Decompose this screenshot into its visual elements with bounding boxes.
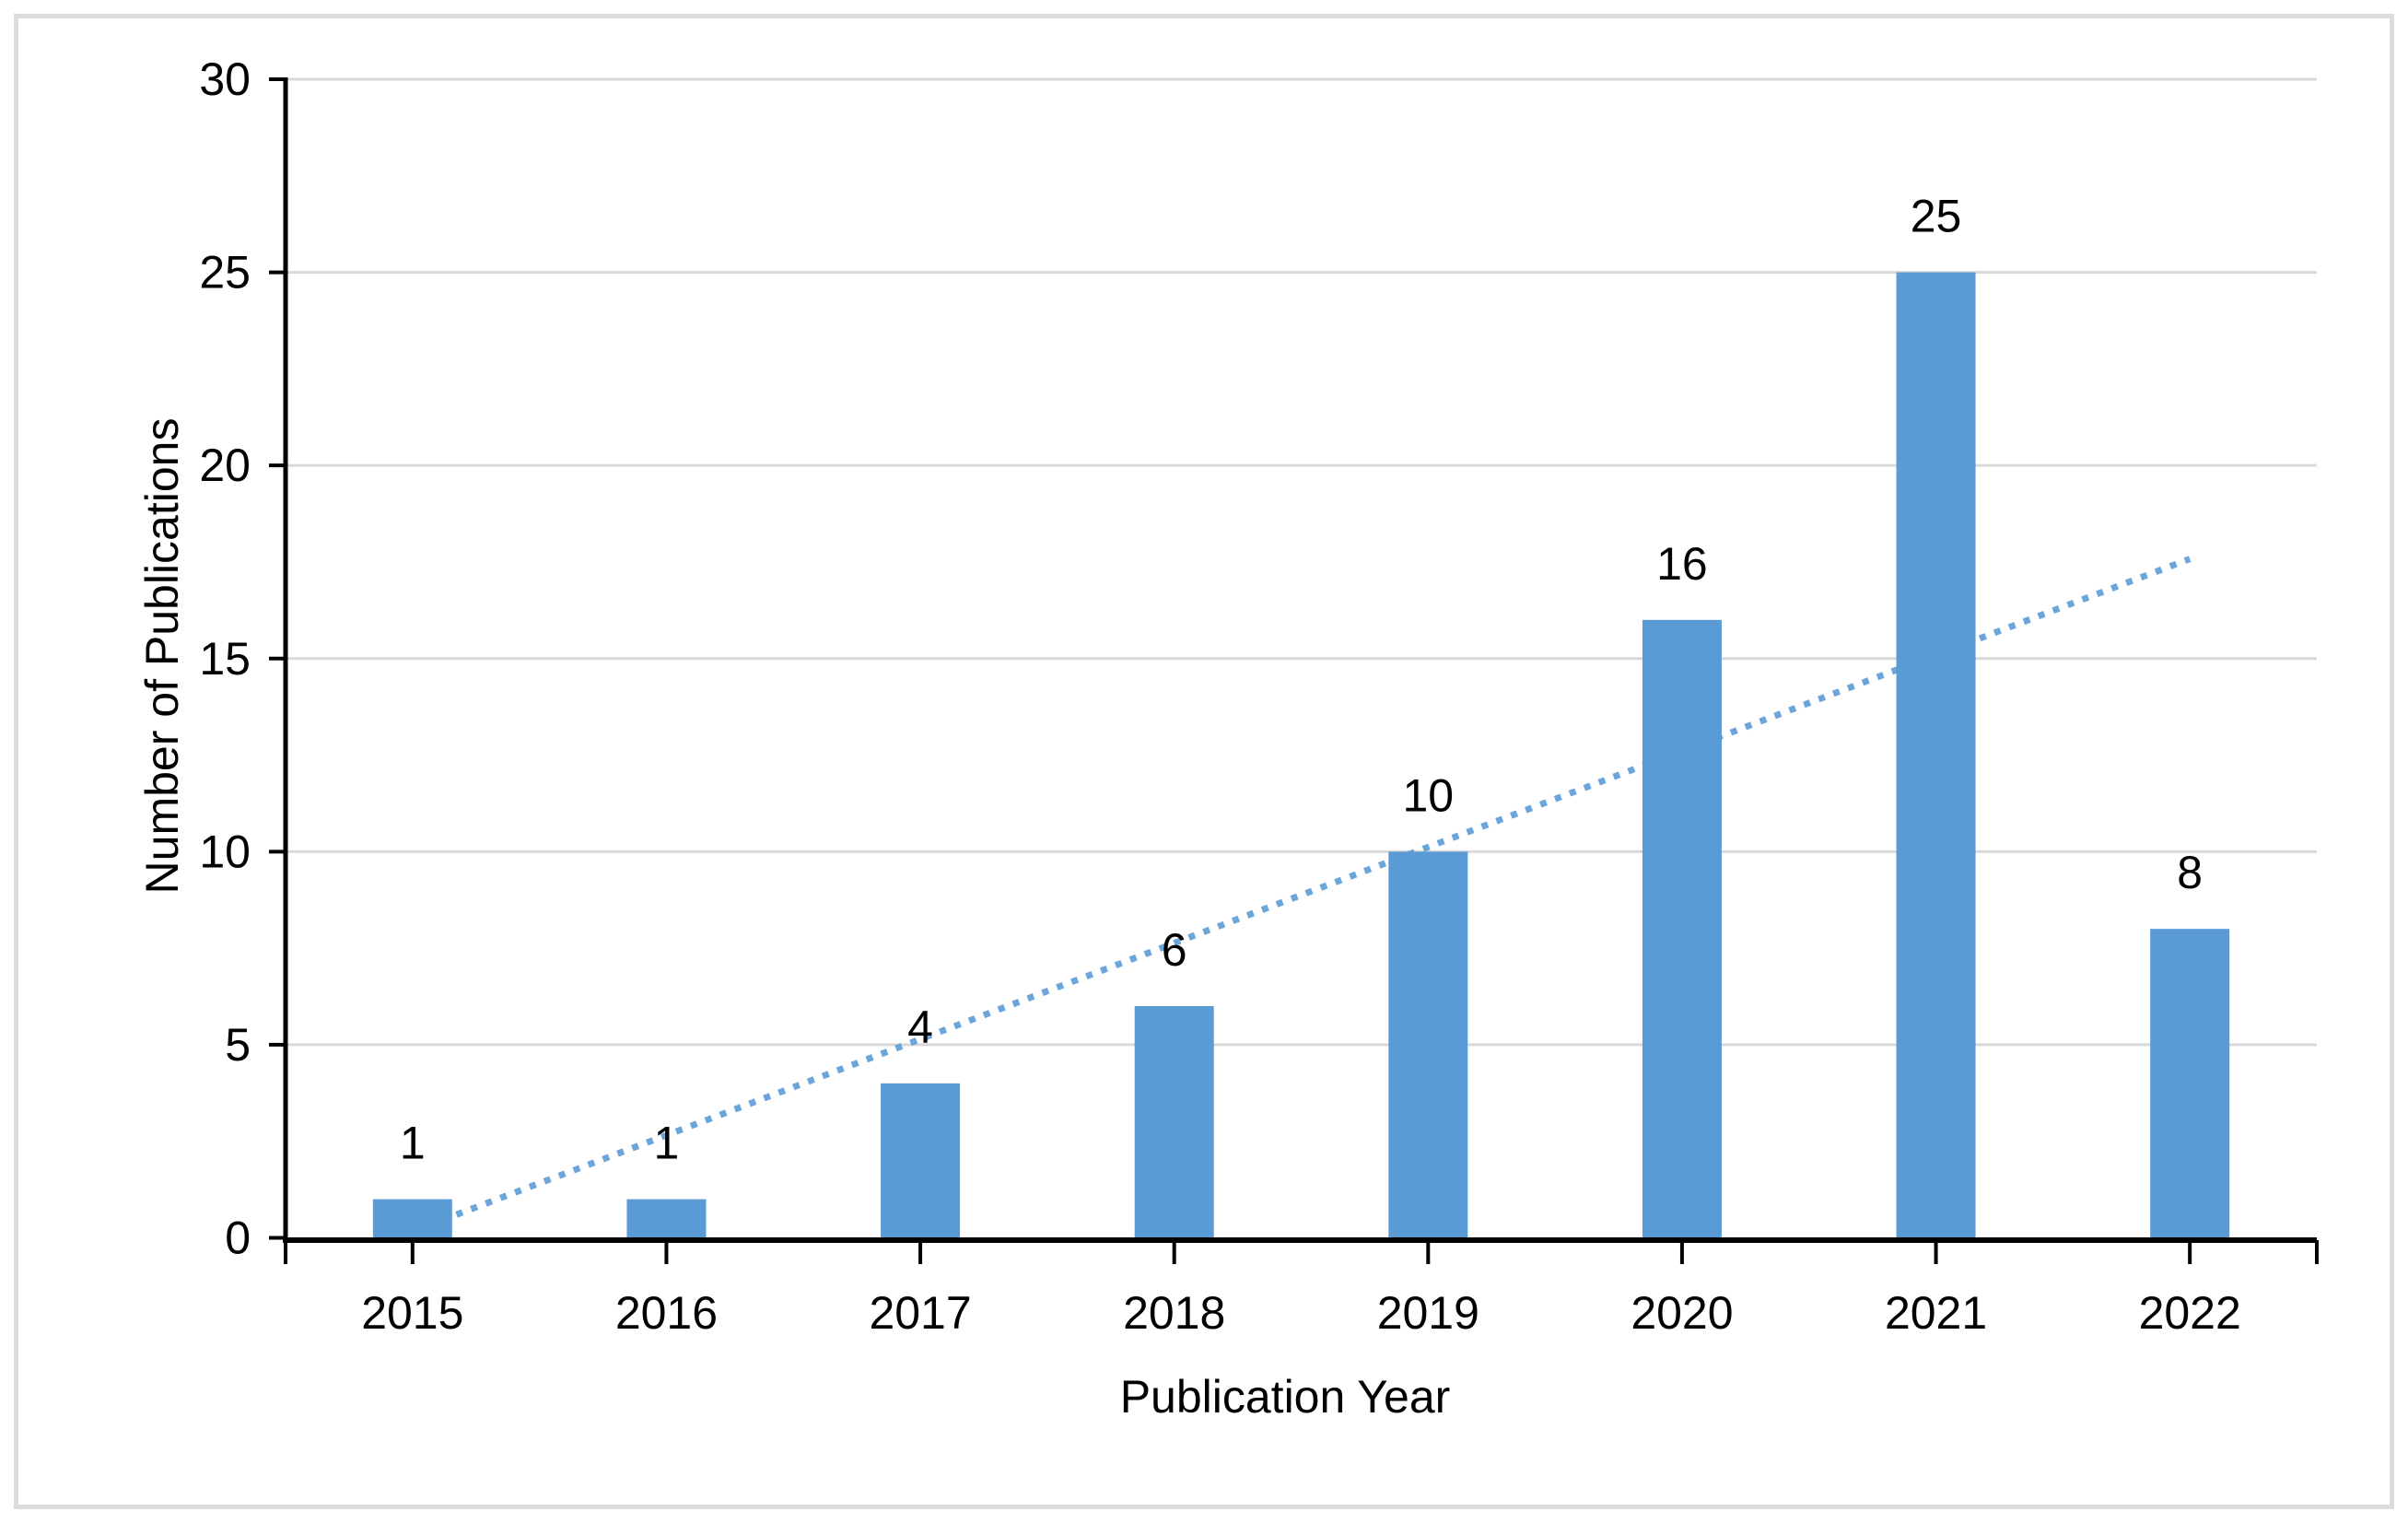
figure-border	[14, 14, 2394, 1509]
bar-2017	[881, 1083, 961, 1240]
x-tick-label-2015: 2015	[361, 1287, 463, 1339]
x-tick-label-2019: 2019	[1377, 1287, 1479, 1339]
data-label-2019: 10	[1403, 769, 1455, 821]
x-tick-label-2020: 2020	[1631, 1287, 1733, 1339]
x-tick-label-2022: 2022	[2139, 1287, 2241, 1339]
y-tick-label-20: 20	[199, 439, 251, 491]
y-tick-label-0: 0	[225, 1213, 251, 1264]
data-label-2020: 16	[1656, 538, 1708, 590]
y-tick-label-5: 5	[225, 1019, 251, 1071]
data-label-2015: 1	[400, 1118, 426, 1169]
y-tick-label-10: 10	[199, 826, 251, 877]
bar-2018	[1134, 1006, 1214, 1240]
x-tick-label-2017: 2017	[869, 1287, 971, 1339]
data-labels: 1 1 4 6 10 16 25 8	[400, 191, 2203, 1169]
bar-2020	[1642, 619, 1722, 1240]
trendline-dotted	[411, 556, 2192, 1235]
x-axis-title: Publication Year	[1120, 1371, 1451, 1423]
x-axis-tick-labels: 2015 2016 2017 2018 2019 2020 2021 2022	[361, 1287, 2241, 1339]
x-tick-label-2018: 2018	[1123, 1287, 1225, 1339]
data-label-2016: 1	[654, 1118, 680, 1169]
data-label-2018: 6	[1162, 924, 1187, 976]
x-tick-label-2021: 2021	[1885, 1287, 1987, 1339]
bar-2019	[1388, 851, 1468, 1240]
y-tick-label-25: 25	[199, 247, 251, 299]
y-axis-title: Number of Publications	[136, 418, 188, 895]
data-label-2021: 25	[1911, 191, 1962, 242]
bar-2015	[372, 1199, 452, 1240]
bar-2022	[2150, 929, 2230, 1240]
bar-2016	[626, 1199, 707, 1240]
data-label-2017: 4	[907, 1002, 933, 1053]
bar-2021	[1896, 272, 1976, 1240]
data-label-2022: 8	[2177, 847, 2203, 898]
x-tick-label-2016: 2016	[615, 1287, 718, 1339]
trendline	[411, 556, 2192, 1235]
axes	[269, 77, 2319, 1264]
gridlines	[286, 77, 2317, 1047]
y-axis-tick-labels: 0 5 10 15 20 25 30	[199, 53, 251, 1264]
y-tick-label-30: 30	[199, 53, 251, 105]
bar-series	[372, 272, 2230, 1240]
y-tick-label-15: 15	[199, 633, 251, 685]
